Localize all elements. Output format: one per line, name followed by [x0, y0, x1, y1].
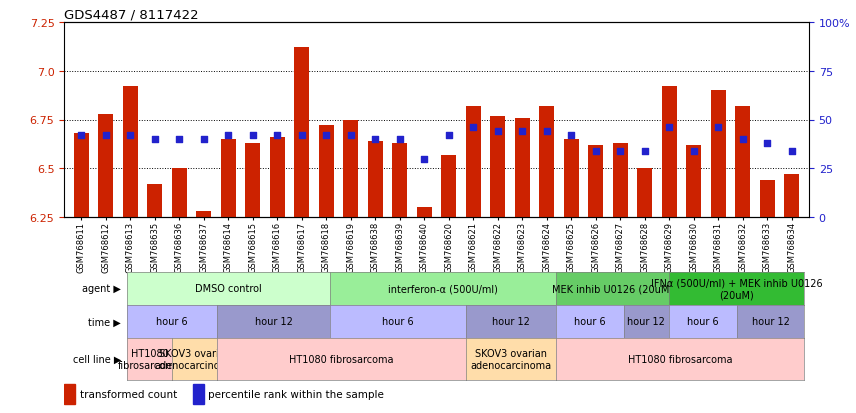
Point [564, 133, 578, 139]
Text: time ▶: time ▶ [88, 317, 122, 327]
Text: hour 12: hour 12 [752, 317, 789, 327]
Point [442, 133, 455, 139]
Text: hour 6: hour 6 [382, 317, 413, 327]
Point [393, 136, 407, 143]
Point [74, 133, 88, 139]
Text: SKOV3 ovarian
adenocarcinoma: SKOV3 ovarian adenocarcinoma [470, 348, 551, 370]
Point [638, 148, 651, 154]
Point [197, 136, 211, 143]
Point [222, 133, 235, 139]
Point [736, 136, 750, 143]
Point [515, 128, 529, 135]
Text: hour 12: hour 12 [492, 317, 530, 327]
Bar [539, 107, 554, 218]
Text: SKOV3 ovarian
adenocarcinoma: SKOV3 ovarian adenocarcinoma [154, 348, 235, 370]
Bar [417, 208, 431, 218]
Bar [64, 384, 75, 404]
Bar [613, 144, 627, 218]
Bar [515, 118, 530, 218]
Point [785, 148, 799, 154]
Text: HT1080 fibrosarcoma: HT1080 fibrosarcoma [628, 354, 733, 364]
Point [711, 125, 725, 131]
Point [491, 128, 505, 135]
Text: DMSO control: DMSO control [195, 284, 262, 294]
Point [418, 156, 431, 162]
Text: HT1080
fibrosarcoma: HT1080 fibrosarcoma [117, 348, 181, 370]
Point [270, 133, 284, 139]
Bar [392, 144, 407, 218]
Bar [246, 144, 260, 218]
Bar [711, 91, 726, 218]
Text: percentile rank within the sample: percentile rank within the sample [208, 389, 383, 399]
Bar [147, 184, 162, 218]
Point [344, 133, 358, 139]
Point [467, 125, 480, 131]
Point [368, 136, 382, 143]
Text: hour 6: hour 6 [687, 317, 718, 327]
Text: transformed count: transformed count [80, 389, 177, 399]
Text: agent ▶: agent ▶ [82, 284, 122, 294]
Bar [662, 87, 676, 218]
Point [148, 136, 162, 143]
Bar [466, 107, 481, 218]
Bar [98, 114, 113, 218]
Bar [687, 145, 701, 218]
Point [614, 148, 627, 154]
Bar [270, 138, 285, 218]
Bar [193, 384, 204, 404]
Point [246, 133, 259, 139]
Bar [319, 126, 334, 218]
Bar [123, 87, 138, 218]
Bar [638, 169, 652, 218]
Text: cell line ▶: cell line ▶ [73, 354, 122, 364]
Text: hour 12: hour 12 [255, 317, 293, 327]
Point [540, 128, 554, 135]
Point [663, 125, 676, 131]
Bar [442, 155, 456, 218]
Text: MEK inhib U0126 (20uM): MEK inhib U0126 (20uM) [552, 284, 673, 294]
Text: interferon-α (500U/ml): interferon-α (500U/ml) [388, 284, 498, 294]
Text: hour 12: hour 12 [627, 317, 665, 327]
Point [123, 133, 137, 139]
Bar [197, 211, 211, 218]
Bar [490, 116, 505, 218]
Point [295, 133, 309, 139]
Bar [588, 145, 603, 218]
Text: hour 6: hour 6 [574, 317, 606, 327]
Bar [172, 169, 187, 218]
Text: GDS4487 / 8117422: GDS4487 / 8117422 [64, 9, 199, 22]
Bar [784, 175, 800, 218]
Point [99, 133, 113, 139]
Bar [221, 140, 235, 218]
Point [319, 133, 333, 139]
Point [589, 148, 603, 154]
Point [687, 148, 700, 154]
Point [760, 140, 774, 147]
Point [173, 136, 187, 143]
Bar [735, 107, 750, 218]
Bar [564, 140, 579, 218]
Text: hour 6: hour 6 [157, 317, 188, 327]
Bar [760, 180, 775, 218]
Bar [294, 48, 309, 218]
Bar [343, 120, 358, 218]
Bar [74, 134, 89, 218]
Bar [368, 142, 383, 218]
Text: HT1080 fibrosarcoma: HT1080 fibrosarcoma [289, 354, 394, 364]
Text: IFNα (500U/ml) + MEK inhib U0126
(20uM): IFNα (500U/ml) + MEK inhib U0126 (20uM) [651, 278, 823, 299]
